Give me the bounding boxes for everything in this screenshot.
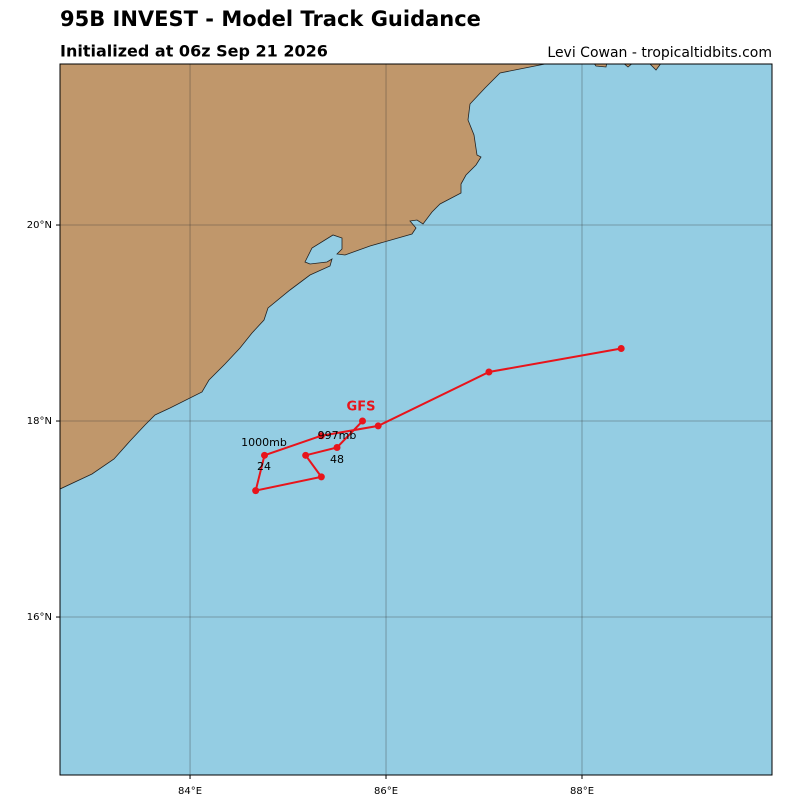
track-point: [358, 417, 366, 425]
title: 95B INVEST - Model Track Guidance: [60, 7, 481, 31]
track: [252, 344, 625, 495]
track-point: [252, 487, 260, 495]
hour-label: 48: [330, 453, 344, 466]
y-tick-label: 18°N: [27, 416, 52, 427]
ticks: 84°E 86°E 88°E 16°N 18°N 20°N: [27, 220, 594, 797]
y-tick-label: 16°N: [27, 612, 52, 623]
x-tick-label: 84°E: [178, 786, 202, 797]
pressure-label: 997mb: [318, 429, 357, 442]
track-point: [317, 473, 325, 481]
credit: Levi Cowan - tropicaltidbits.com: [547, 45, 772, 61]
pressure-label: 1000mb: [241, 436, 287, 449]
subtitle: Initialized at 06z Sep 21 2026: [60, 42, 328, 61]
grid: [60, 64, 772, 775]
hour-label: 24: [257, 460, 271, 473]
track-point: [374, 422, 382, 430]
track-point: [302, 451, 310, 459]
track-point: [333, 443, 341, 451]
track-point: [317, 432, 325, 440]
track-point: [617, 344, 625, 352]
track-point: [261, 451, 269, 459]
map-frame: [59, 63, 773, 776]
land: [60, 64, 546, 490]
x-tick-label: 86°E: [374, 786, 398, 797]
track-line: [254, 347, 622, 492]
track-label: GFS: [347, 400, 376, 415]
x-tick-label: 88°E: [570, 786, 594, 797]
track-point: [485, 368, 493, 376]
map-area: [60, 64, 772, 775]
y-tick-label: 20°N: [27, 220, 52, 231]
